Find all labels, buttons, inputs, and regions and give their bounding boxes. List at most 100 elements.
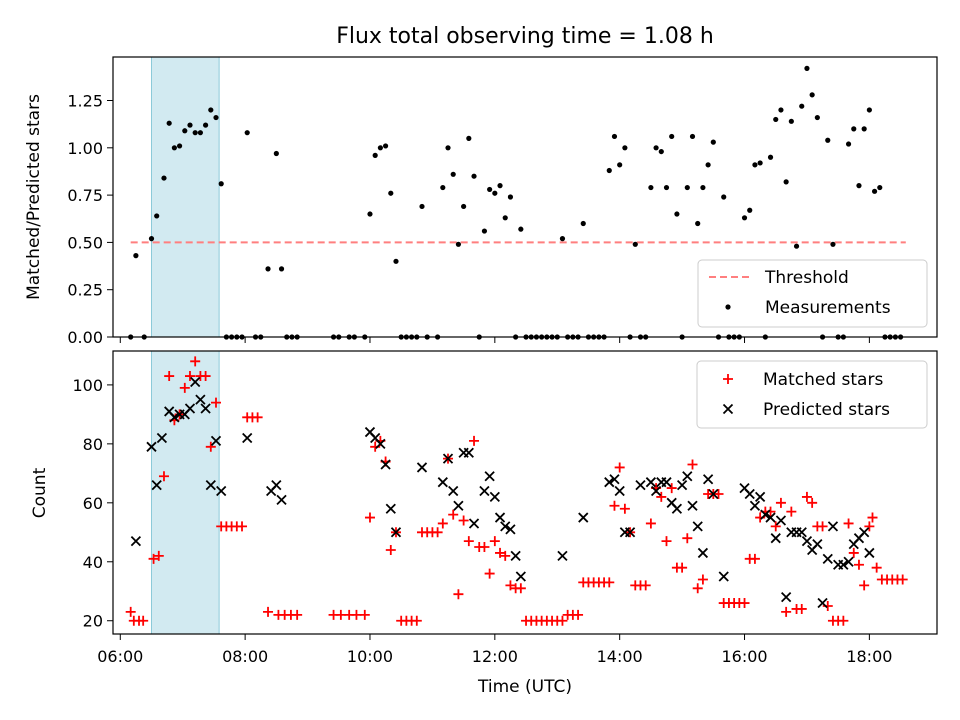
measurement-point [273,150,279,157]
predicted-stars-point [682,471,693,482]
measurement-point [606,167,612,174]
predicted-stars-point [645,477,657,488]
measurement-point [663,184,670,191]
matched-stars-point [432,527,443,538]
matched-stars-point [867,512,878,523]
measurement-point [455,241,462,247]
x-axis-label: Time (UTC) [477,677,572,697]
predicted-stars-point [276,494,287,506]
predicted-stars-point [796,527,807,538]
measurement-point [799,103,805,109]
measurement-point [851,126,857,132]
measurement-point [192,130,198,136]
measurement-point [871,188,878,194]
measurement-point [611,133,618,140]
predicted-stars-point [271,479,282,491]
measurement-point [154,213,160,219]
top-ytick-label: 0.25 [67,281,103,300]
matched-stars-point [138,615,149,626]
predicted-stars-point [692,521,703,532]
predicted-stars-point [515,571,526,582]
measurement-point [705,162,711,168]
matched-stars-point [448,509,459,520]
measurement-point [721,194,727,200]
predicted-stars-point [195,394,206,405]
measurement-point [773,116,779,123]
measurement-point [393,258,399,264]
measurement-point [197,130,203,136]
matched-stars-point [682,533,693,544]
matched-stars-point [661,536,672,547]
predicted-stars-point [205,479,216,491]
matched-stars-point [786,506,797,517]
measurement-point [622,145,628,151]
measurement-point [133,253,139,259]
predicted-legend-swatch [722,403,734,415]
xtick-label: 18:00 [846,647,892,666]
predicted-stars-point [151,479,162,491]
predicted-stars-point [781,592,792,603]
measurement-point [856,183,862,189]
predicted-stars-point [609,474,620,485]
bottom-panel-ylabel: Count [30,467,50,518]
matched-stars-point [458,515,469,526]
measurement-point [218,181,224,187]
predicted-stars-point [468,518,480,529]
predicted-stars-point [510,550,521,562]
matched-stars-point [817,521,828,532]
measurement-point [202,122,209,128]
predicted-stars-point [708,488,719,500]
bottom-ytick-label: 20 [83,612,103,631]
measurement-point [171,145,177,151]
matched-stars-point [164,371,175,382]
matched-stars-point [200,371,211,382]
predicted-stars-point [801,536,813,547]
predicted-stars-point [184,403,196,414]
predicted-stars-point [765,512,776,523]
measurement-point [419,203,425,210]
measurement-point [450,171,456,177]
predicted-stars-point [448,485,459,497]
measurement-point [804,65,810,71]
xtick-label: 10:00 [347,647,393,666]
top-ytick-label: 1.25 [67,92,103,111]
measurement-point [213,114,219,121]
measurement-point [466,135,472,141]
matched-stars-point [515,583,526,594]
measurement-point [278,266,285,272]
measurement-point [809,92,815,98]
measurement-point [825,137,831,143]
measurement-point [388,190,394,196]
matched-stars-point [864,521,875,532]
measurement-point [767,154,774,160]
data-layer [125,65,908,626]
measurement-point [440,184,446,191]
matched-stars-point [148,553,159,564]
measurement-point [265,266,271,272]
matched-stars-point [692,583,703,594]
bottom-ytick-label: 40 [83,553,103,572]
measurement-point [814,114,820,121]
matched-stars-point [292,609,303,620]
measurements-legend-swatch [725,304,731,310]
measurement-point [689,133,696,140]
bottom-legend: Matched stars Predicted stars [696,360,928,429]
matched-stars-point [479,542,490,553]
matched-stars-point [484,568,495,579]
predicted-stars-point [676,479,688,491]
predicted-stars-point [210,435,222,447]
measurement-point [182,128,188,134]
matched-stars-point [237,521,248,532]
matched-stars-point [153,550,164,561]
measurement-point [487,186,493,193]
matched-stars-point [205,441,216,452]
predicted-stars-point [624,527,636,538]
matched-stars-point [489,536,500,547]
matched-stars-point [781,606,792,617]
predicted-stars-point [822,553,833,564]
measurement-point [497,183,503,189]
measurements-legend-label: Measurements [765,298,891,318]
measurement-point [877,184,883,191]
